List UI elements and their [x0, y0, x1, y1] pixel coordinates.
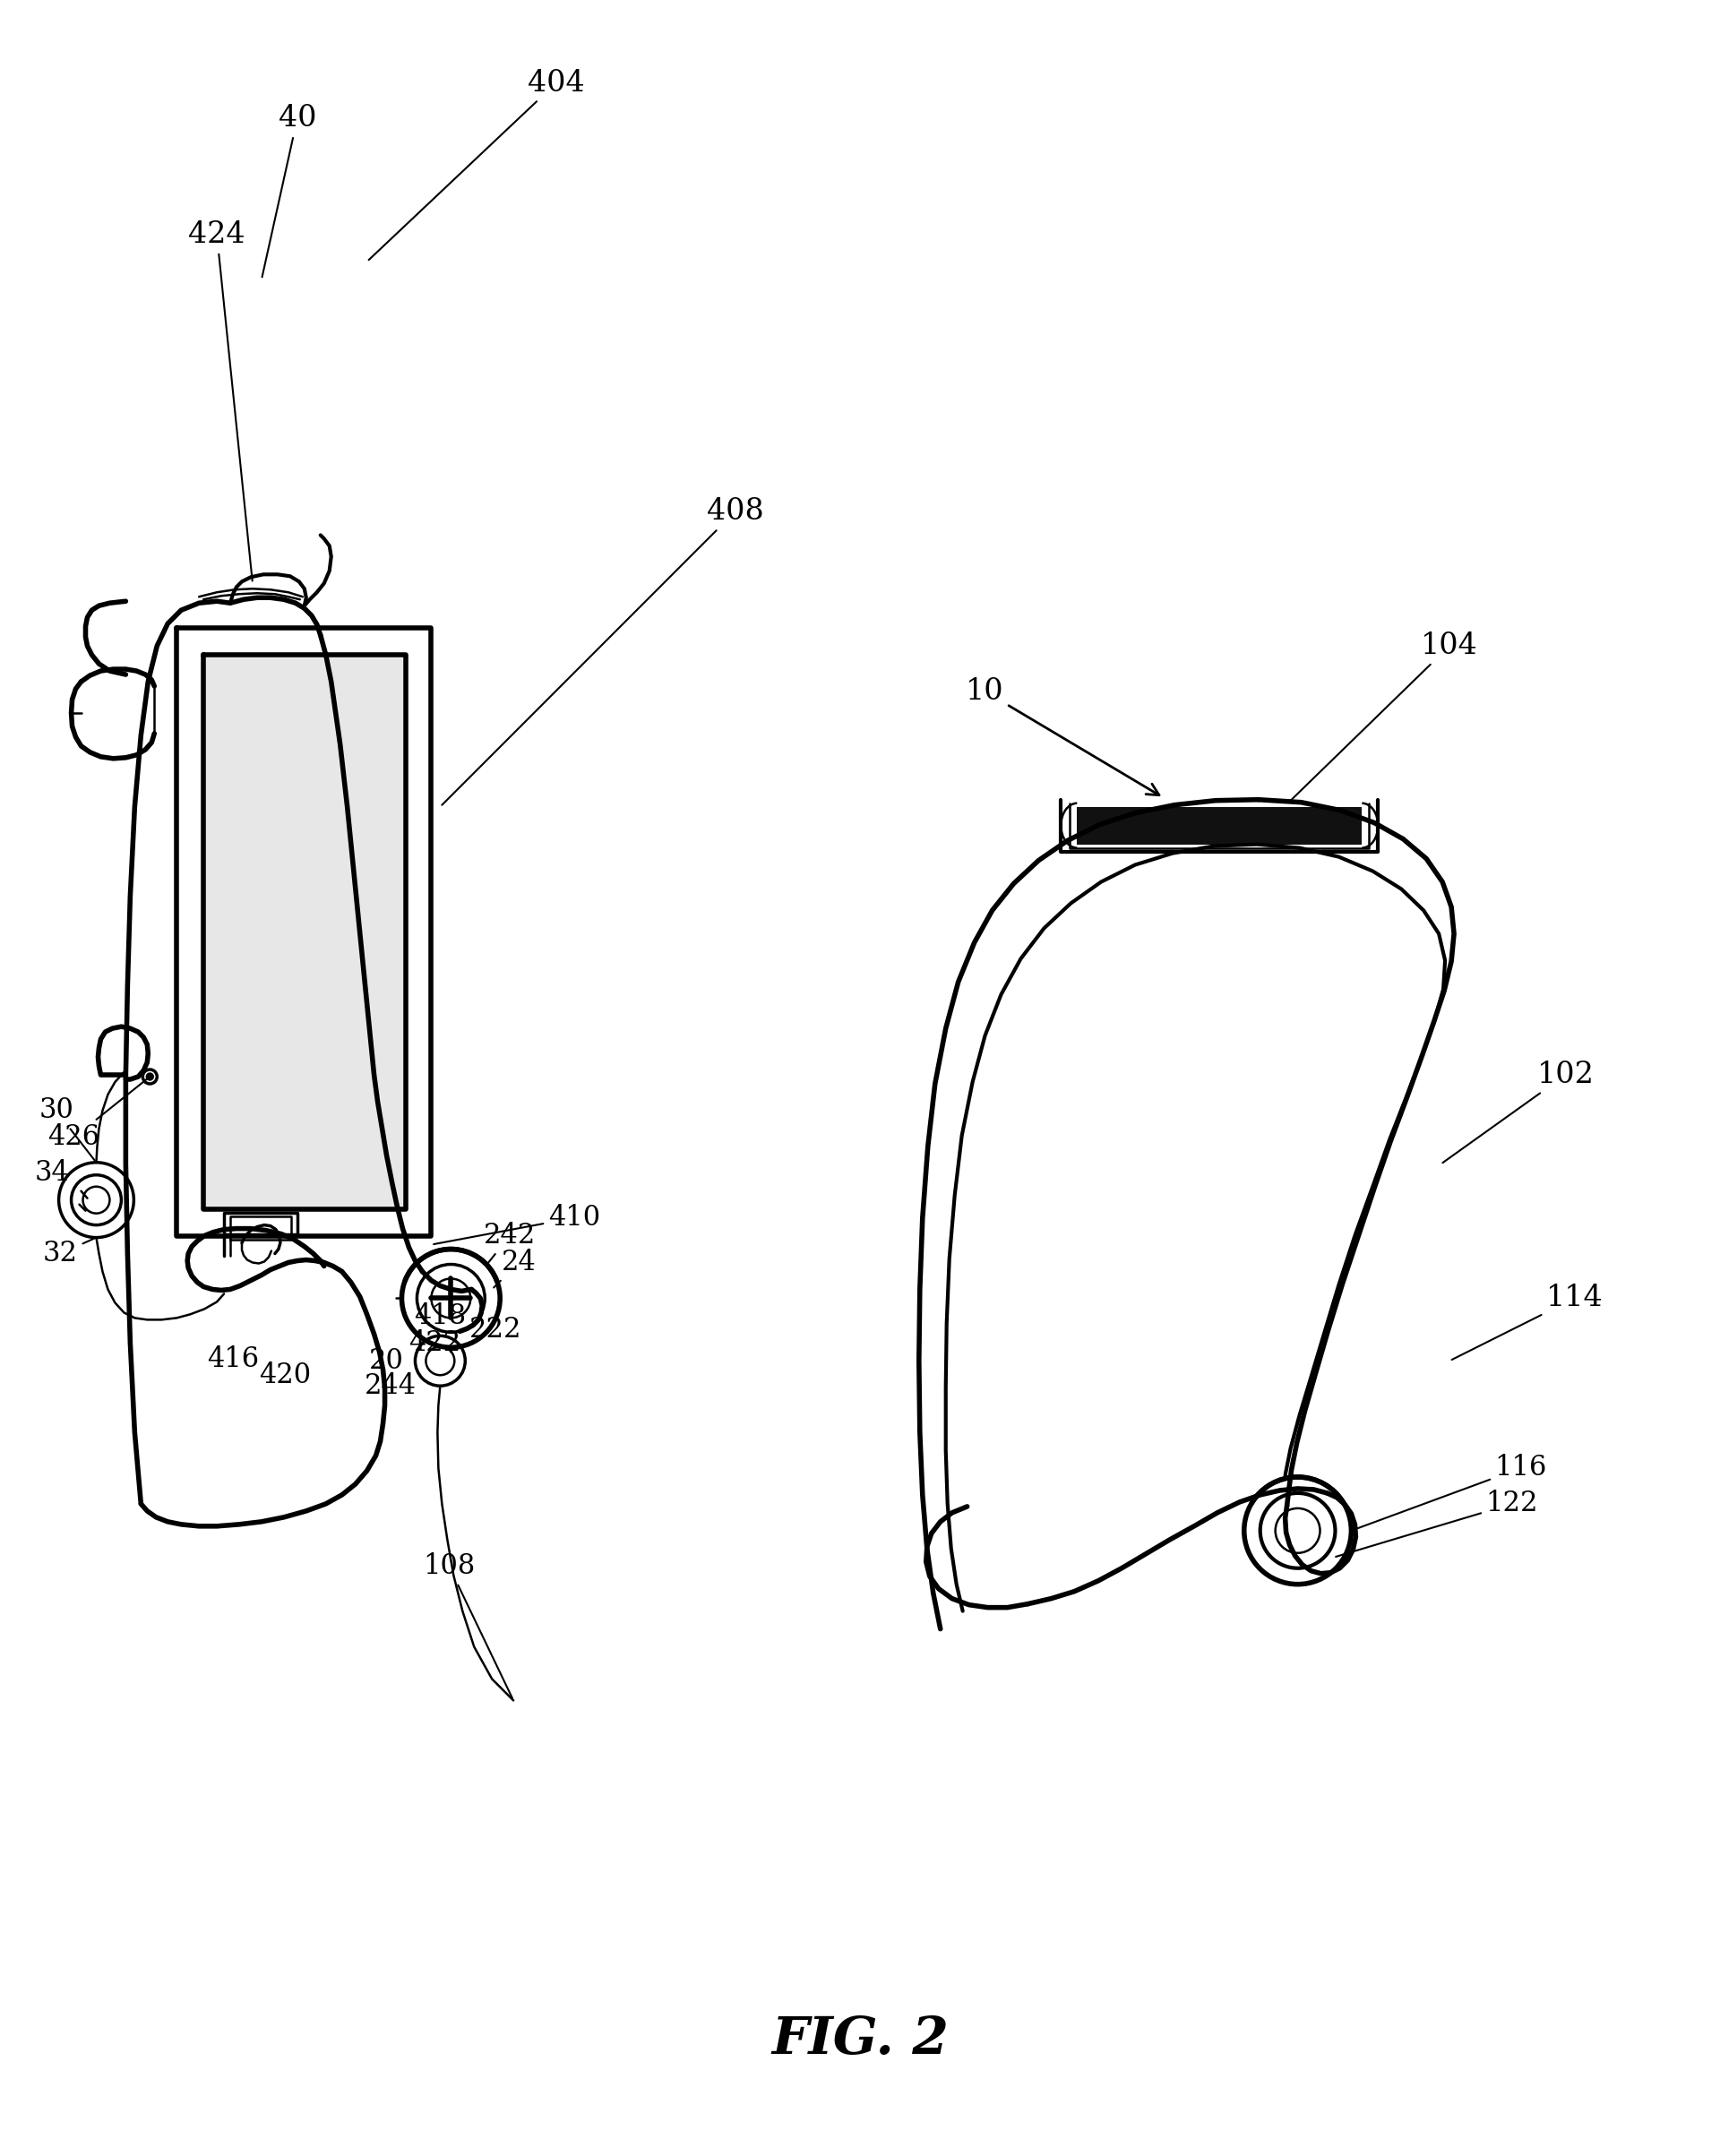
Text: 222: 222	[470, 1315, 521, 1343]
Text: 108: 108	[423, 1552, 513, 1699]
Text: 32: 32	[43, 1238, 95, 1268]
Text: 426: 426	[48, 1078, 148, 1151]
Text: 242: 242	[483, 1222, 537, 1266]
Text: 34: 34	[34, 1160, 69, 1188]
Text: 420: 420	[258, 1360, 311, 1388]
Text: 104: 104	[1290, 632, 1477, 800]
Text: 30: 30	[38, 1097, 95, 1160]
Text: 10: 10	[967, 677, 1159, 796]
Text: 424: 424	[189, 220, 253, 580]
Text: 416: 416	[206, 1345, 260, 1373]
Text: 102: 102	[1443, 1061, 1594, 1162]
Circle shape	[146, 1074, 153, 1080]
Text: 122: 122	[1336, 1490, 1538, 1557]
Text: 116: 116	[1354, 1453, 1548, 1531]
Text: 40: 40	[261, 103, 316, 278]
Text: 418: 418	[415, 1302, 466, 1330]
Text: 24: 24	[494, 1248, 537, 1287]
Text: 422: 422	[409, 1328, 461, 1356]
Polygon shape	[1077, 806, 1362, 845]
Text: 408: 408	[442, 498, 764, 804]
Text: 410: 410	[433, 1203, 600, 1244]
Text: 404: 404	[368, 69, 585, 261]
Text: FIG. 2: FIG. 2	[771, 2014, 949, 2065]
Text: 20: 20	[370, 1348, 404, 1376]
Text: 244: 244	[365, 1371, 416, 1399]
Polygon shape	[203, 655, 406, 1210]
Text: 114: 114	[1452, 1285, 1603, 1360]
